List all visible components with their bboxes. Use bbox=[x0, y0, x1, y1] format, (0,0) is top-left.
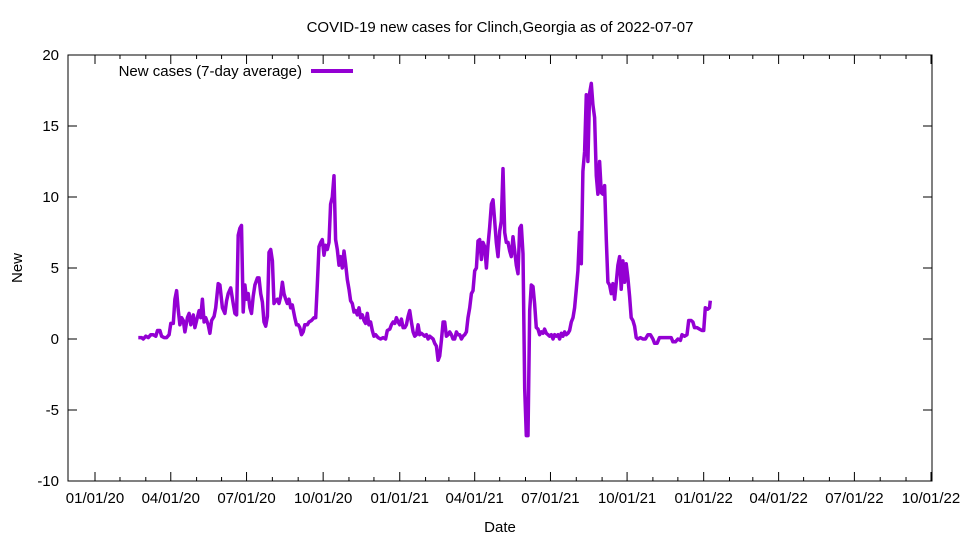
x-tick-label: 10/01/20 bbox=[294, 490, 352, 507]
y-tick-label: -5 bbox=[46, 402, 59, 419]
x-tick-label: 04/01/21 bbox=[446, 490, 504, 507]
y-tick-label: 10 bbox=[42, 189, 59, 206]
y-tick-label: 0 bbox=[51, 331, 59, 348]
legend: New cases (7-day average) bbox=[119, 63, 353, 80]
x-tick-label: 01/01/21 bbox=[371, 490, 429, 507]
x-tick-label: 10/01/21 bbox=[598, 490, 656, 507]
x-tick-label: 07/01/21 bbox=[521, 490, 579, 507]
plot-frame bbox=[67, 54, 933, 482]
x-tick-label: 04/01/20 bbox=[142, 490, 200, 507]
x-axis-label: Date bbox=[484, 519, 516, 536]
legend-label: New cases (7-day average) bbox=[119, 63, 302, 80]
x-tick-label: 01/01/22 bbox=[674, 490, 732, 507]
x-tick-label: 01/01/20 bbox=[66, 490, 124, 507]
y-tick-label: 15 bbox=[42, 118, 59, 135]
y-axis-label: New bbox=[9, 253, 26, 283]
y-tick-label: -10 bbox=[37, 473, 59, 490]
y-tick-label: 20 bbox=[42, 47, 59, 64]
series-line-new-cases bbox=[138, 81, 713, 438]
chart-title: COVID-19 new cases for Clinch,Georgia as… bbox=[307, 19, 694, 36]
x-tick-label: 07/01/22 bbox=[825, 490, 883, 507]
x-tick-label: 10/01/22 bbox=[902, 490, 960, 507]
x-tick-label: 07/01/20 bbox=[217, 490, 275, 507]
y-axis: -10 -5 0 5 10 15 20 bbox=[37, 47, 932, 490]
x-tick-label: 04/01/22 bbox=[749, 490, 807, 507]
x-axis: 01/01/20 04/01/20 07/01/20 10/01/20 01/01/21… bbox=[66, 55, 960, 507]
y-tick-label: 5 bbox=[51, 260, 59, 277]
